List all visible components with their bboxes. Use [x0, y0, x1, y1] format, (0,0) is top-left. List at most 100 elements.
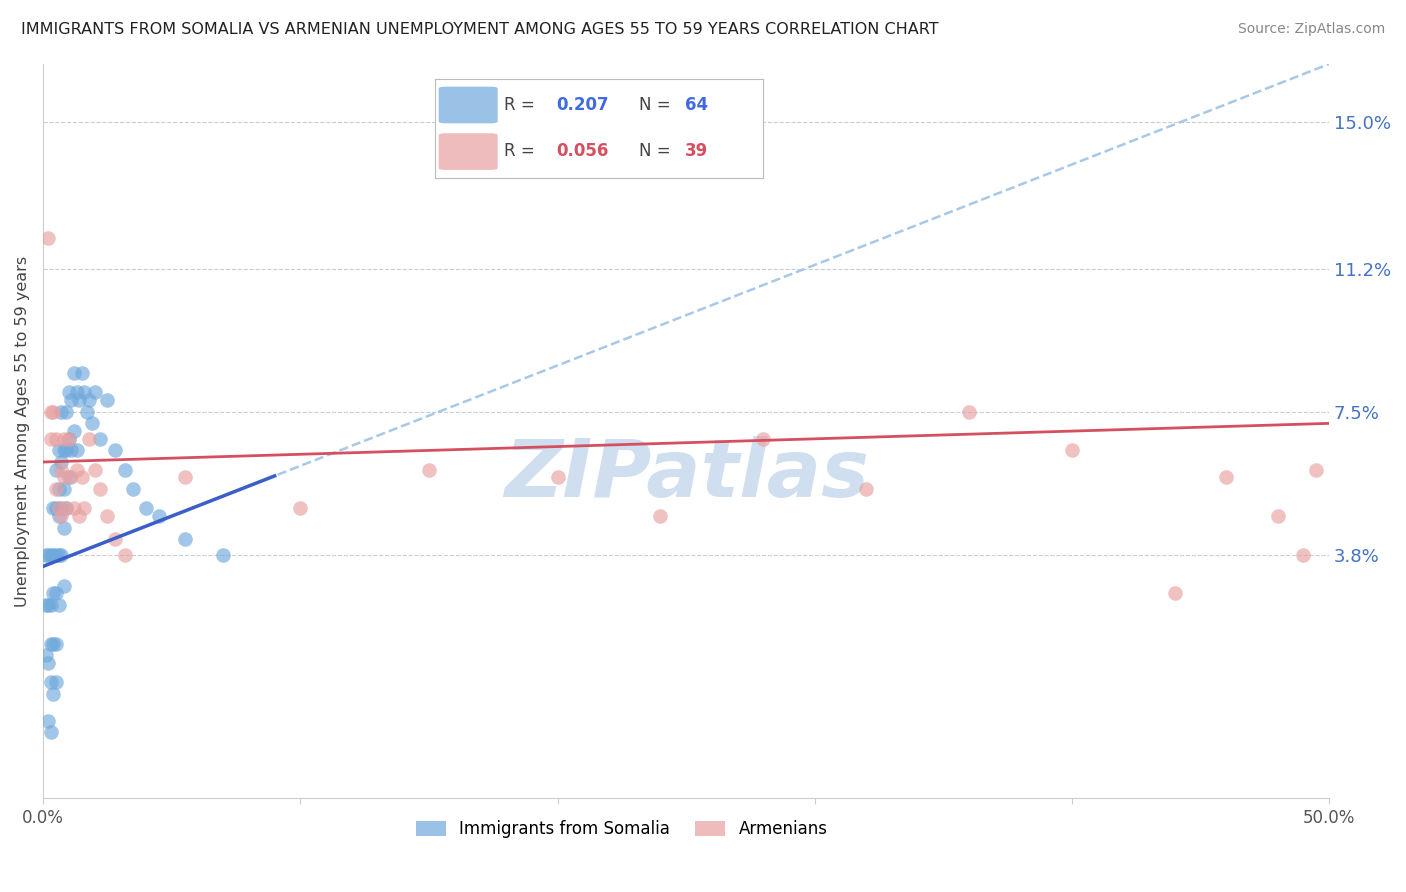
Point: [65, 385, 87, 400]
Point: [35, 548, 58, 562]
Point: [1164, 586, 1187, 600]
Point: [51, 455, 73, 469]
Point: [42, 548, 65, 562]
Point: [37, 548, 59, 562]
Point: [60, 470, 83, 484]
Point: [45, 482, 67, 496]
Point: [39, 725, 62, 739]
Point: [89, 432, 111, 446]
Point: [37, 231, 59, 245]
Point: [76, 405, 98, 419]
Point: [148, 509, 170, 524]
Point: [114, 548, 136, 562]
Point: [135, 501, 157, 516]
Point: [48, 501, 70, 516]
Point: [70, 470, 93, 484]
Point: [48, 598, 70, 612]
Point: [39, 548, 62, 562]
Point: [63, 366, 86, 380]
Point: [83, 385, 105, 400]
Point: [39, 405, 62, 419]
Point: [51, 501, 73, 516]
Text: IMMIGRANTS FROM SOMALIA VS ARMENIAN UNEMPLOYMENT AMONG AGES 55 TO 59 YEARS CORRE: IMMIGRANTS FROM SOMALIA VS ARMENIAN UNEM…: [21, 22, 939, 37]
Point: [60, 393, 83, 408]
Point: [1215, 470, 1237, 484]
Point: [1060, 443, 1083, 458]
Point: [39, 637, 62, 651]
Point: [45, 463, 67, 477]
Point: [51, 509, 73, 524]
Point: [35, 598, 58, 612]
Point: [1292, 548, 1315, 562]
Point: [48, 548, 70, 562]
Point: [52, 470, 75, 484]
Point: [290, 501, 312, 516]
Point: [73, 501, 96, 516]
Point: [650, 509, 672, 524]
Point: [65, 443, 87, 458]
Point: [52, 482, 75, 496]
Point: [58, 470, 80, 484]
Point: [957, 405, 980, 419]
Point: [173, 470, 195, 484]
Legend: Immigrants from Somalia, Armenians: Immigrants from Somalia, Armenians: [409, 814, 834, 845]
Point: [96, 393, 118, 408]
Point: [45, 586, 67, 600]
Point: [58, 432, 80, 446]
Point: [42, 586, 65, 600]
Point: [45, 637, 67, 651]
Point: [67, 393, 90, 408]
Point: [35, 648, 58, 663]
Point: [79, 393, 101, 408]
Point: [55, 405, 77, 419]
Point: [89, 482, 111, 496]
Point: [51, 405, 73, 419]
Point: [96, 509, 118, 524]
Point: [122, 482, 145, 496]
Point: [212, 548, 235, 562]
Point: [547, 470, 569, 484]
Point: [63, 501, 86, 516]
Point: [51, 463, 73, 477]
Point: [55, 501, 77, 516]
Text: ZIPatlas: ZIPatlas: [503, 436, 869, 514]
Point: [1305, 463, 1327, 477]
Point: [45, 501, 67, 516]
Point: [37, 598, 59, 612]
Point: [39, 598, 62, 612]
Point: [65, 463, 87, 477]
Point: [418, 463, 440, 477]
Point: [52, 443, 75, 458]
Y-axis label: Unemployment Among Ages 55 to 59 years: Unemployment Among Ages 55 to 59 years: [15, 255, 30, 607]
Point: [70, 366, 93, 380]
Point: [114, 463, 136, 477]
Point: [42, 501, 65, 516]
Point: [45, 675, 67, 690]
Point: [37, 714, 59, 728]
Point: [79, 432, 101, 446]
Point: [55, 501, 77, 516]
Point: [855, 482, 877, 496]
Point: [104, 533, 127, 547]
Point: [173, 533, 195, 547]
Point: [42, 637, 65, 651]
Point: [39, 675, 62, 690]
Point: [80, 417, 103, 431]
Point: [42, 687, 65, 701]
Point: [52, 432, 75, 446]
Point: [45, 548, 67, 562]
Point: [104, 443, 127, 458]
Point: [52, 521, 75, 535]
Point: [48, 509, 70, 524]
Point: [55, 443, 77, 458]
Text: Source: ZipAtlas.com: Source: ZipAtlas.com: [1237, 22, 1385, 37]
Point: [48, 482, 70, 496]
Point: [51, 548, 73, 562]
Point: [37, 656, 59, 670]
Point: [63, 424, 86, 438]
Point: [752, 432, 775, 446]
Point: [58, 432, 80, 446]
Point: [58, 385, 80, 400]
Point: [73, 385, 96, 400]
Point: [60, 443, 83, 458]
